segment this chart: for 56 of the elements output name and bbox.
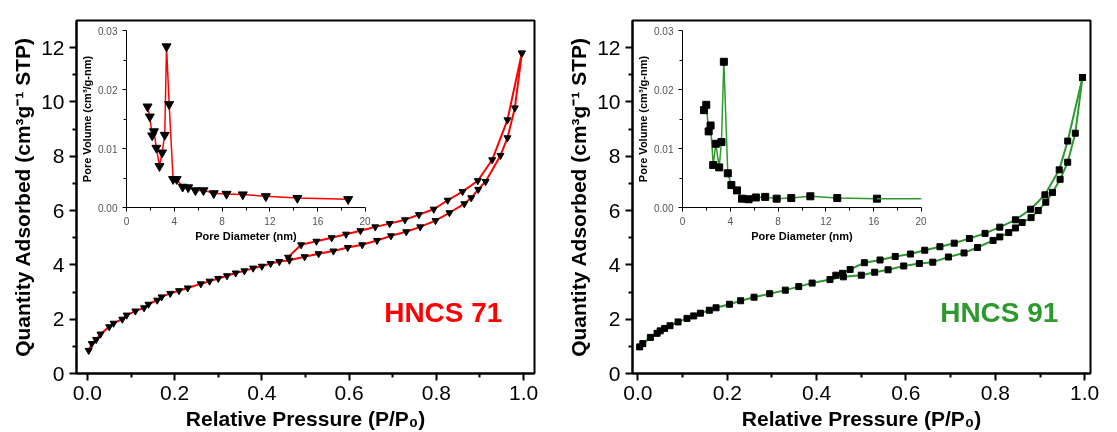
y-tick-label: 10 xyxy=(597,89,621,113)
y-tick-label: 0.00 xyxy=(654,202,674,214)
x-tick-label: 20 xyxy=(915,215,927,227)
y-tick-label: 0 xyxy=(608,361,621,385)
x-axis-title: Pore Diameter (nm) xyxy=(751,229,854,242)
y-tick-label: 0.01 xyxy=(98,143,118,155)
y-tick-label: 8 xyxy=(608,144,621,168)
y-tick-label: 0.03 xyxy=(98,25,118,37)
x-tick-label: 0.8 xyxy=(980,380,1010,404)
x-tick-label: 1.0 xyxy=(509,380,539,404)
annotation: HNCS 91 xyxy=(940,296,1059,328)
y-tick-label: 6 xyxy=(52,198,65,222)
x-tick-label: 8 xyxy=(219,215,226,227)
x-tick-label: 0.0 xyxy=(623,380,653,404)
x-tick-label: 16 xyxy=(312,215,324,227)
x-tick-label: 0.0 xyxy=(72,380,103,404)
y-tick-label: 0.00 xyxy=(98,202,118,214)
y-tick-label: 2 xyxy=(52,307,65,331)
x-tick-label: 12 xyxy=(820,215,832,227)
x-tick-label: 0.4 xyxy=(247,380,277,404)
x-tick-label: 4 xyxy=(727,215,734,227)
y-tick-label: 0 xyxy=(52,361,65,385)
y-tick-label: 10 xyxy=(41,89,65,113)
y-tick-label: 2 xyxy=(608,307,621,331)
x-tick-label: 4 xyxy=(171,215,178,227)
y-tick-label: 12 xyxy=(597,35,621,59)
y-tick-label: 4 xyxy=(608,252,621,276)
y-axis-title: Pore Volume (cm³/g-nm) xyxy=(637,55,650,183)
x-axis-title: Pore Diameter (nm) xyxy=(195,229,298,242)
x-tick-label: 0.2 xyxy=(712,380,742,404)
x-axis-title: Relative Pressure (P/P₀) xyxy=(185,406,426,430)
x-tick-label: 20 xyxy=(359,215,371,227)
x-tick-label: 0.2 xyxy=(160,380,190,404)
annotation: HNCS 71 xyxy=(384,296,503,328)
x-tick-label: 0 xyxy=(123,215,130,227)
y-axis-title: Quantity Adsorbed (cm³g⁻¹ STP) xyxy=(567,37,591,357)
x-tick-label: 0 xyxy=(679,215,686,227)
x-tick-label: 0.8 xyxy=(421,380,451,404)
y-axis-title: Pore Volume (cm³/g-nm) xyxy=(81,55,94,183)
y-tick-label: 8 xyxy=(52,144,65,168)
y-tick-label: 0.02 xyxy=(98,84,118,96)
y-tick-label: 4 xyxy=(52,252,65,276)
x-tick-label: 8 xyxy=(775,215,782,227)
x-tick-label: 12 xyxy=(264,215,276,227)
y-tick-label: 12 xyxy=(41,35,65,59)
y-axis-title: Quantity Adsorbed (cm³g⁻¹ STP) xyxy=(11,37,35,357)
y-tick-label: 0.01 xyxy=(654,143,674,155)
x-tick-label: 0.4 xyxy=(802,380,832,404)
x-tick-label: 0.6 xyxy=(891,380,921,404)
y-tick-label: 6 xyxy=(608,198,621,222)
x-tick-label: 16 xyxy=(868,215,880,227)
y-tick-label: 0.02 xyxy=(654,84,674,96)
x-axis-title: Relative Pressure (P/P₀) xyxy=(741,406,982,430)
y-tick-label: 0.03 xyxy=(654,25,674,37)
x-tick-label: 1.0 xyxy=(1070,380,1100,404)
x-tick-label: 0.6 xyxy=(334,380,364,404)
